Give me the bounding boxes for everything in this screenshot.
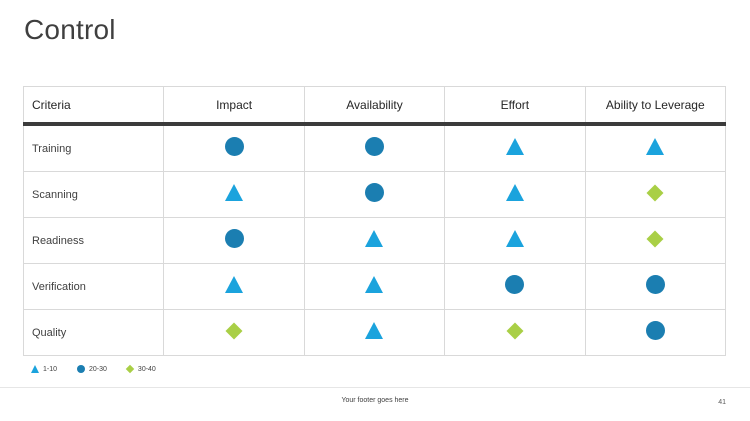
rating-cell (303, 123, 446, 172)
footer-divider (0, 387, 750, 388)
legend-label: 1-10 (43, 365, 58, 373)
header-ability-to-leverage: Ability to Leverage (584, 86, 727, 126)
circle-icon (645, 320, 665, 340)
triangle-icon (505, 183, 524, 201)
row-label: Verification (22, 263, 165, 310)
rating-cell (444, 217, 586, 264)
row-label: Quality (22, 309, 165, 356)
legend-item-triangle: 1-10 (31, 365, 57, 373)
table-row: Verification (22, 263, 727, 310)
triangle-icon (505, 137, 524, 155)
triangle-icon (31, 365, 39, 373)
circle-icon (77, 365, 86, 373)
rating-cell (163, 217, 305, 264)
rating-cell (303, 309, 446, 356)
diamond-icon (225, 322, 243, 339)
rating-cell (584, 123, 727, 172)
rating-cell (163, 123, 305, 172)
table-row: Training (22, 123, 727, 172)
rating-cell (584, 263, 727, 310)
legend-label: 30-40 (137, 365, 156, 373)
header-impact: Impact (163, 86, 305, 126)
table-header-row: Criteria Impact Availability Effort Abil… (22, 86, 727, 126)
diamond-icon (506, 322, 524, 339)
triangle-icon (646, 137, 665, 155)
rating-cell (444, 171, 586, 218)
rating-cell (303, 171, 446, 218)
header-criteria: Criteria (22, 86, 165, 126)
header-effort: Effort (444, 86, 586, 126)
rating-cell (584, 309, 727, 356)
triangle-icon (505, 229, 524, 247)
table-row: Readiness (22, 217, 727, 264)
rating-cell (303, 263, 446, 310)
triangle-icon (365, 321, 384, 339)
circle-icon (364, 136, 384, 156)
rating-cell (163, 171, 305, 218)
slide-title: Control (24, 14, 116, 45)
triangle-icon (365, 229, 384, 247)
diamond-icon (646, 230, 664, 247)
criteria-table: Criteria Impact Availability Effort Abil… (22, 86, 727, 356)
legend-label: 20-30 (89, 365, 107, 373)
rating-cell (444, 309, 586, 356)
row-label: Scanning (22, 171, 165, 218)
legend-item-circle: 20-30 (77, 365, 107, 373)
rating-cell (584, 217, 727, 264)
triangle-icon (225, 183, 244, 201)
table-row: Scanning (22, 171, 727, 218)
rating-cell (163, 263, 305, 310)
circle-icon (645, 274, 665, 294)
row-label: Training (22, 123, 165, 172)
diamond-icon (125, 364, 135, 374)
footer-text: Your footer goes here (341, 397, 409, 404)
circle-icon (224, 136, 244, 156)
circle-icon (505, 274, 525, 294)
triangle-icon (365, 275, 384, 293)
table-row: Quality (22, 309, 727, 356)
rating-cell (163, 309, 305, 356)
diamond-icon (646, 184, 664, 201)
page-number: 41 (718, 399, 726, 406)
rating-cell (584, 171, 727, 218)
rating-cell (303, 217, 446, 264)
row-label: Readiness (22, 217, 165, 264)
triangle-icon (225, 275, 244, 293)
rating-cell (444, 263, 586, 310)
header-availability: Availability (303, 86, 446, 126)
legend: 1-10 20-30 30-40 (31, 364, 176, 374)
circle-icon (224, 228, 244, 248)
rating-cell (444, 123, 586, 172)
circle-icon (364, 182, 384, 202)
legend-item-diamond: 30-40 (125, 364, 156, 374)
